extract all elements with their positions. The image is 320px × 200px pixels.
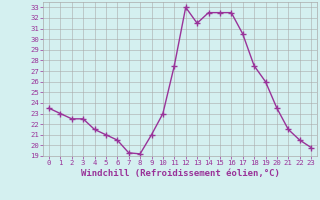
X-axis label: Windchill (Refroidissement éolien,°C): Windchill (Refroidissement éolien,°C)	[81, 169, 279, 178]
